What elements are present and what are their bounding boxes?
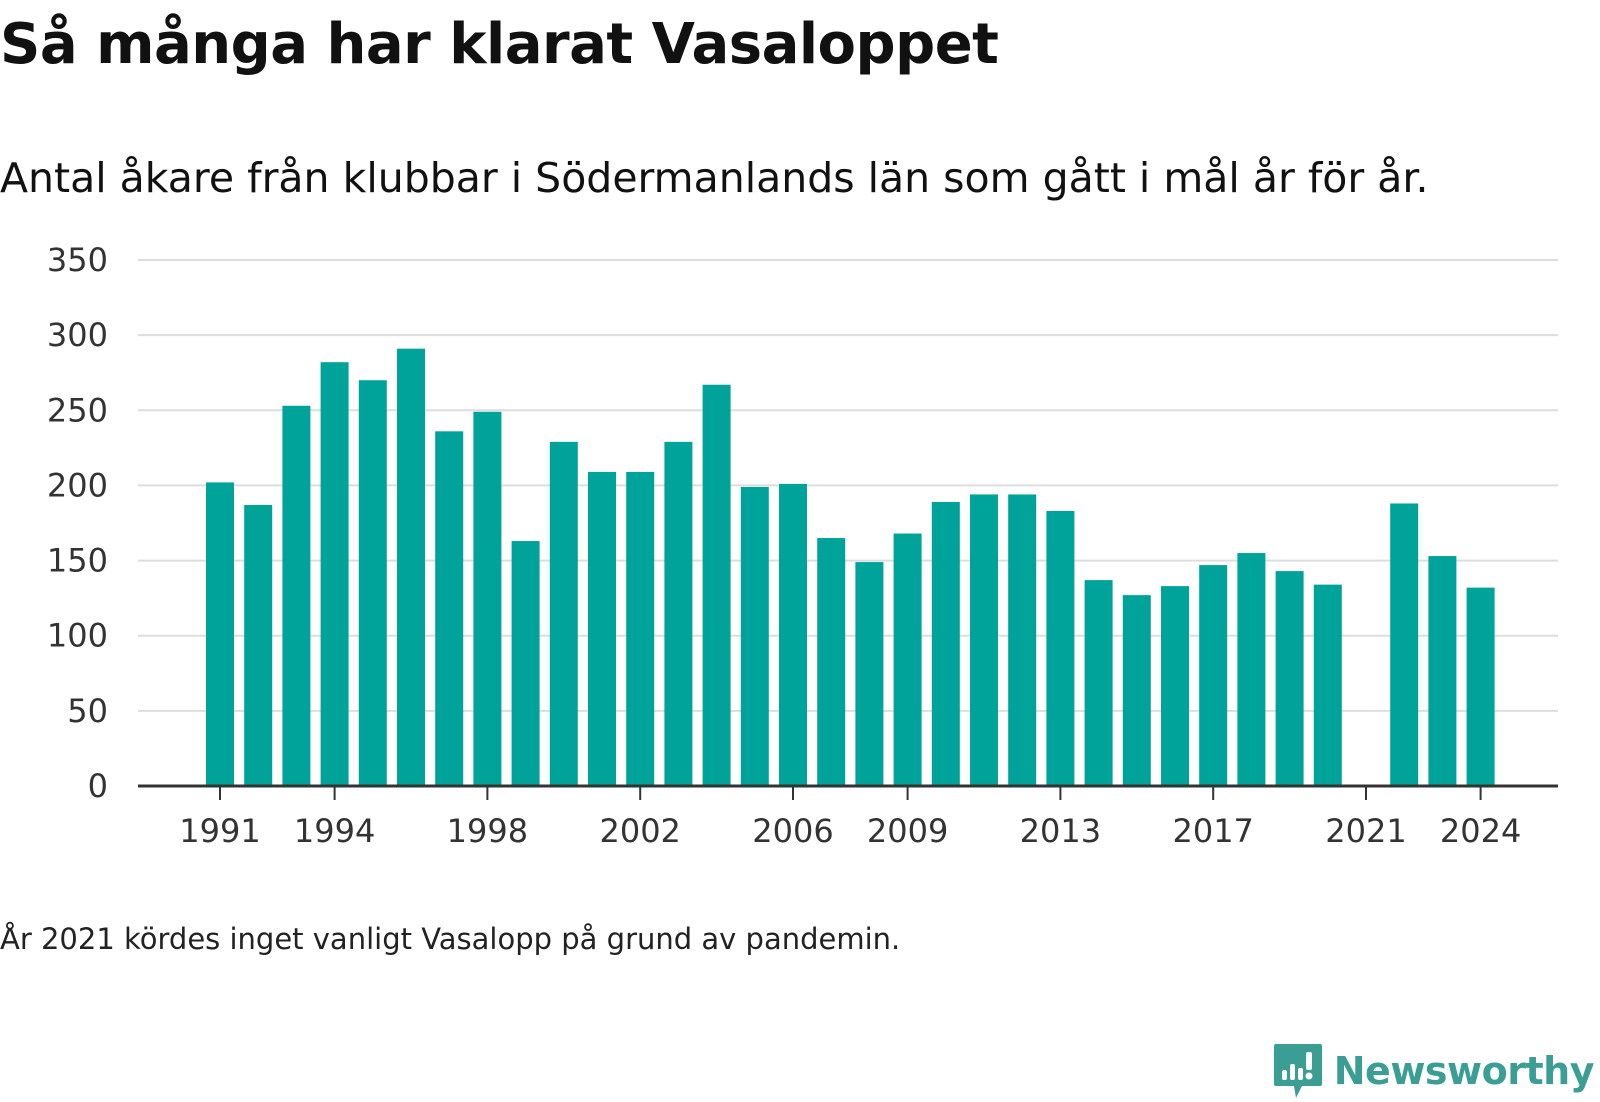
bar-2003 — [664, 441, 693, 786]
bar-2016 — [1161, 586, 1189, 786]
y-tick-label: 350 — [47, 241, 108, 279]
bar-1999 — [511, 541, 540, 786]
y-tick-label: 250 — [47, 391, 108, 429]
x-axis — [138, 784, 1558, 800]
bar-2005 — [740, 486, 769, 786]
bar-2012 — [1008, 494, 1037, 786]
bar-2020 — [1313, 584, 1342, 786]
bar-1992 — [244, 504, 273, 786]
y-tick-label: 200 — [47, 466, 108, 504]
x-tick-label: 2006 — [752, 812, 833, 850]
bar-2023 — [1428, 556, 1457, 786]
bars — [206, 348, 1495, 786]
x-tick-label: 2002 — [599, 812, 680, 850]
bar-2014 — [1084, 580, 1113, 786]
bar-1996 — [397, 348, 425, 786]
bar-2024 — [1466, 587, 1495, 786]
y-tick-label: 50 — [67, 692, 108, 730]
bar-2004 — [702, 384, 731, 786]
x-tick-label: 2017 — [1172, 812, 1253, 850]
footnote: År 2021 kördes inget vanligt Vasalopp på… — [0, 922, 901, 956]
bar-2007 — [817, 538, 846, 786]
bar-2001 — [588, 471, 616, 786]
bar-1994 — [320, 362, 349, 786]
x-tick-label: 1998 — [447, 812, 528, 850]
bar-2000 — [549, 441, 578, 786]
brand-name: Newsworthy — [1333, 1049, 1595, 1093]
x-tick-label: 2013 — [1020, 812, 1101, 850]
bar-2018 — [1237, 553, 1266, 786]
brand-logo: Newsworthy — [1272, 1040, 1595, 1102]
bar-2009 — [893, 533, 922, 786]
y-tick-label: 0 — [88, 767, 108, 805]
y-tick-label: 100 — [47, 617, 108, 655]
x-tick-label: 1994 — [294, 812, 375, 850]
bar-2008 — [855, 562, 884, 786]
y-tick-label: 150 — [47, 542, 108, 580]
bar-1993 — [282, 405, 311, 786]
x-tick-label: 2009 — [867, 812, 948, 850]
bar-1998 — [473, 411, 502, 786]
x-axis-tick-labels: 1991 1994 1998 2002 2006 2009 2013 2017 2021 2024 — [179, 812, 1521, 850]
bar-1997 — [435, 431, 464, 786]
chart-title: Så många har klarat Vasaloppet — [0, 12, 999, 77]
bar-2015 — [1122, 595, 1151, 786]
bar-2010 — [931, 501, 960, 786]
gridlines — [138, 259, 1558, 712]
bar-1995 — [358, 380, 387, 786]
y-axis-tick-labels: 0 50 100 150 200 250 300 350 — [47, 241, 108, 805]
bar-2019 — [1275, 571, 1304, 786]
bar-2002 — [626, 471, 655, 786]
chart-subtitle: Antal åkare från klubbar i Södermanlands… — [0, 154, 1429, 202]
x-tick-label: 2021 — [1325, 812, 1406, 850]
bar-2011 — [970, 494, 998, 786]
newsworthy-logo-icon — [1273, 1044, 1322, 1098]
bar-2006 — [779, 483, 807, 786]
bar-2022 — [1390, 503, 1419, 786]
x-tick-label: 1991 — [179, 812, 260, 850]
y-tick-label: 300 — [47, 316, 108, 354]
bar-1991 — [206, 482, 234, 786]
bar-chart: 0 50 100 150 200 250 300 350 1991 1994 1998 2002 20… — [47, 241, 1558, 850]
x-tick-label: 2024 — [1440, 812, 1521, 850]
bar-2013 — [1046, 510, 1075, 786]
bar-2017 — [1199, 565, 1228, 786]
